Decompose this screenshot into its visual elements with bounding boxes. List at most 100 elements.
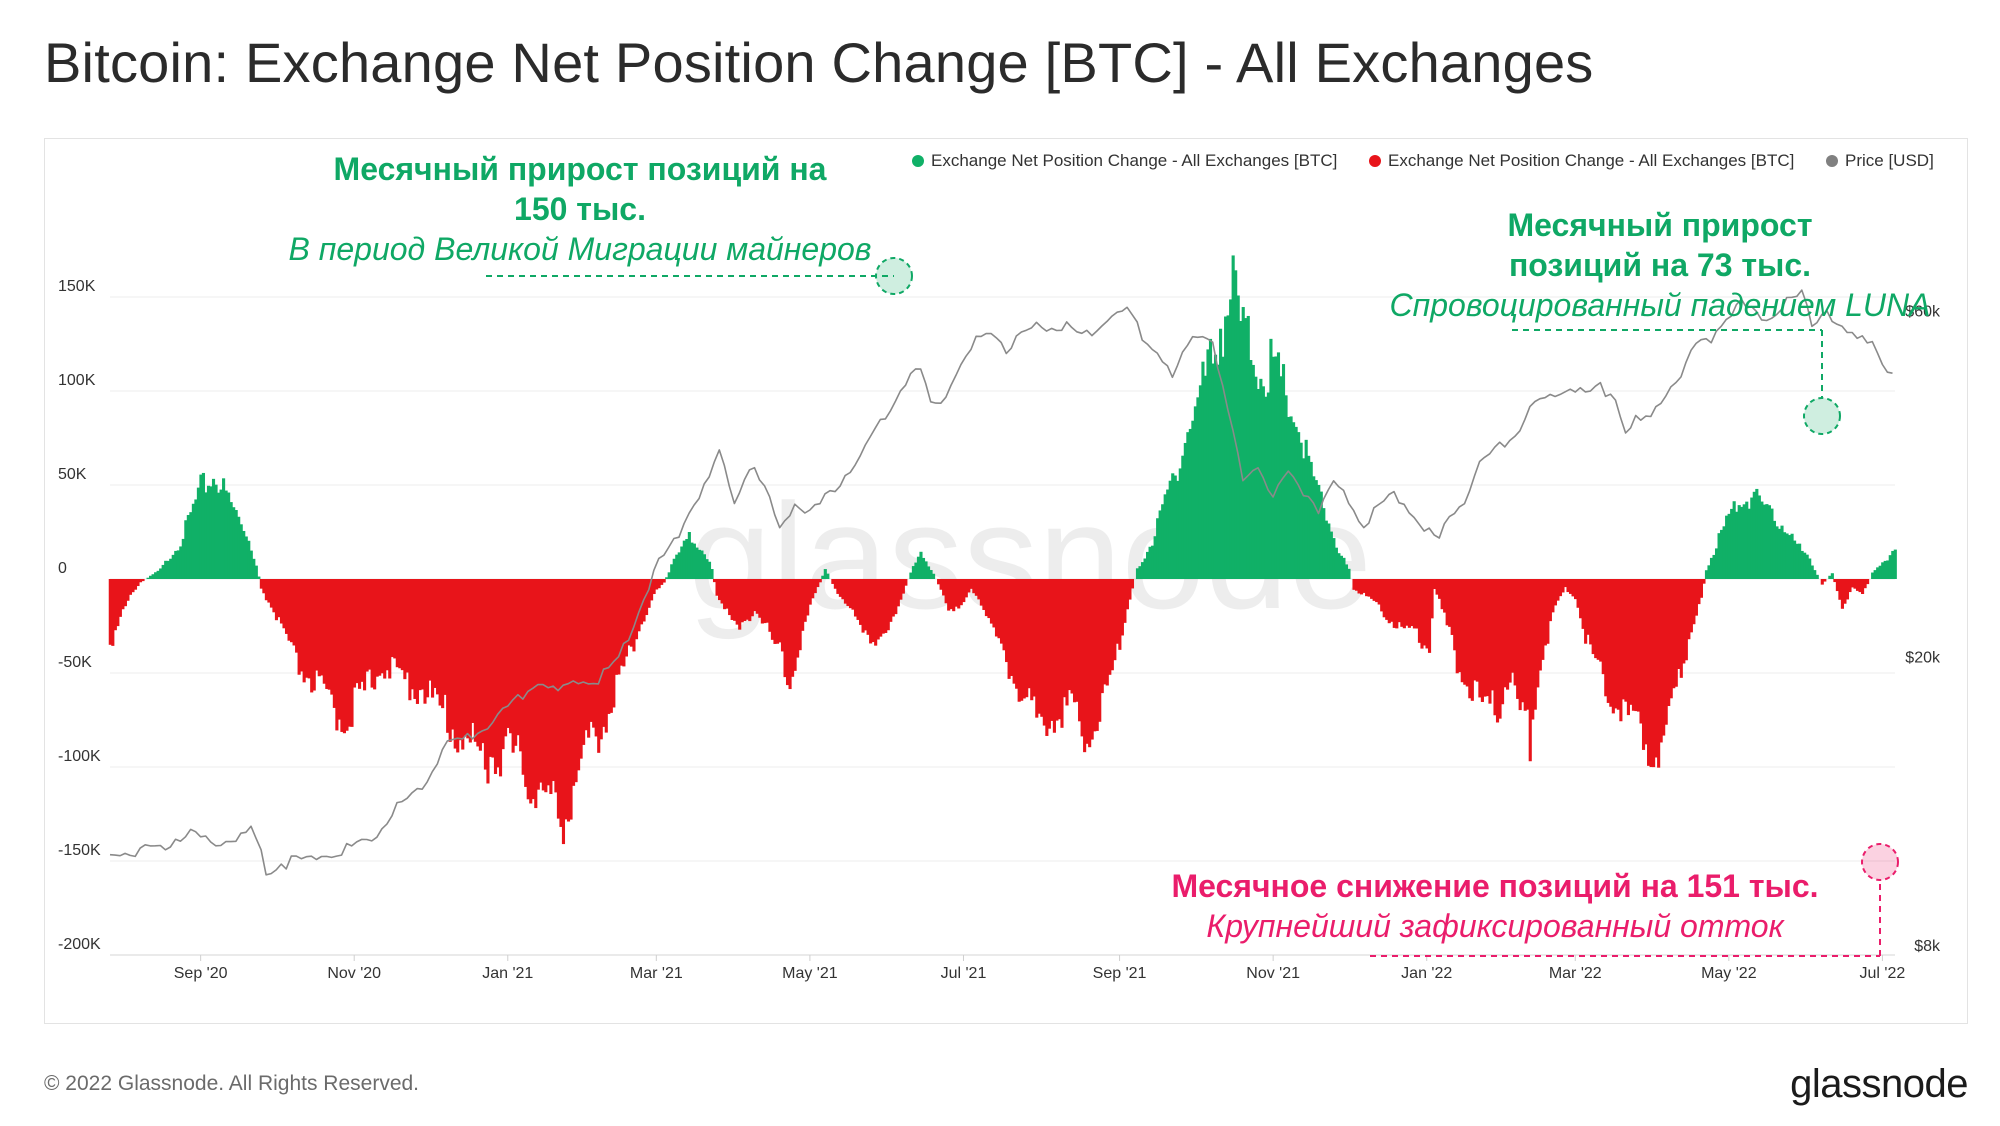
glassnode-logo[interactable]: glassnode (1790, 1062, 1968, 1106)
legend-item-positive[interactable]: Exchange Net Position Change - All Excha… (912, 151, 1337, 171)
inflow-bar (1798, 543, 1802, 579)
legend-item-negative[interactable]: Exchange Net Position Change - All Excha… (1369, 151, 1794, 171)
inflow-bar (209, 486, 213, 579)
outflow-bar (1062, 579, 1067, 698)
outflow-bar (141, 579, 145, 582)
inflow-bar (1307, 455, 1311, 579)
outflow-bar (335, 579, 339, 731)
inflow-bar (1803, 552, 1807, 579)
outflow-bar (133, 579, 138, 590)
inflow-bar (1181, 455, 1185, 579)
outflow-bar (1848, 579, 1852, 593)
inflow-bar (1793, 540, 1797, 579)
inflow-bar (227, 492, 231, 579)
outflow-bar (451, 579, 455, 730)
inflow-bar (692, 543, 696, 579)
outflow-bar (302, 579, 306, 683)
outflow-bar (1370, 579, 1374, 599)
outflow-bar (1629, 579, 1633, 705)
inflow-bar (932, 573, 936, 579)
outflow-bar (410, 579, 414, 690)
inflow-bar (1221, 356, 1225, 579)
outflow-bar (818, 579, 822, 583)
outflow-bar (1460, 579, 1464, 683)
outflow-bar (1035, 579, 1039, 718)
outflow-bar (801, 579, 805, 631)
outflow-bar (466, 579, 470, 739)
inflow-bar (826, 573, 830, 579)
outflow-bar (1621, 579, 1625, 700)
outflow-bar (967, 579, 971, 593)
outflow-bar (524, 579, 528, 787)
outflow-bar (758, 579, 762, 618)
outflow-bar (1010, 579, 1014, 676)
outflow-bar (612, 579, 616, 708)
outflow-bar (357, 579, 362, 689)
legend-label: Exchange Net Position Change - All Excha… (931, 151, 1338, 170)
outflow-bar (1445, 579, 1449, 626)
inflow-bar (1795, 543, 1799, 579)
inflow-bar (1224, 316, 1228, 579)
inflow-bar (1274, 356, 1278, 579)
outflow-bar (607, 579, 611, 714)
outflow-bar (330, 579, 334, 695)
outflow-bar (1702, 579, 1706, 584)
x-tick-label: May '22 (1701, 965, 1757, 982)
outflow-bar (292, 579, 296, 646)
outflow-bar (529, 579, 533, 804)
outflow-bar (521, 579, 525, 775)
outflow-bar (441, 579, 445, 709)
outflow-bar (1475, 579, 1479, 682)
outflow-bar (740, 579, 744, 623)
outflow-bar (723, 579, 727, 610)
outflow-bar (1455, 579, 1459, 674)
outflow-bar (1866, 579, 1870, 585)
inflow-bar (1725, 515, 1729, 579)
outflow-bar (1352, 579, 1356, 590)
inflow-bar (1216, 364, 1220, 579)
inflow-bar (164, 560, 168, 579)
inflow-bar (1704, 570, 1709, 579)
marker-may21 (875, 257, 913, 295)
inflow-bar (1334, 547, 1338, 579)
outflow-bar (531, 579, 535, 800)
outflow-bar (1584, 579, 1588, 644)
copyright-footer: © 2022 Glassnode. All Rights Reserved. (44, 1072, 420, 1095)
outflow-bar (836, 579, 840, 594)
inflow-bar (179, 546, 183, 579)
outflow-bar (473, 579, 477, 742)
outflow-bar (300, 579, 304, 672)
outflow-bar (864, 579, 868, 631)
inflow-bar (1873, 570, 1877, 579)
inflow-bar (1289, 416, 1293, 579)
inflow-bar (1732, 501, 1736, 579)
outflow-bar (891, 579, 895, 617)
outflow-bar (597, 579, 601, 753)
outflow-bar (1105, 579, 1109, 686)
green-dot-icon (912, 155, 924, 167)
outflow-bar (1385, 579, 1389, 620)
inflow-bar (249, 550, 253, 579)
outflow-bar (577, 579, 581, 771)
outflow-bar (750, 579, 754, 617)
inflow-bar (1241, 307, 1245, 579)
outflow-bar (1528, 579, 1532, 762)
inflow-bar (695, 547, 699, 579)
outflow-bar (745, 579, 749, 620)
outflow-bar (1365, 579, 1369, 597)
annotation-may21-sub: В период Великой Миграции майнеров (288, 231, 872, 267)
outflow-bar (1855, 579, 1860, 591)
outflow-bar (350, 579, 354, 727)
outflow-bar (624, 579, 628, 657)
annotation-jun22-sub: Спровоцированный падением LUNA (1389, 287, 1931, 323)
bars-layer (108, 255, 1897, 845)
legend-item-price[interactable]: Price [USD] (1826, 151, 1934, 171)
outflow-bar (264, 579, 268, 601)
outflow-bar (1692, 579, 1696, 625)
outflow-bar (1631, 579, 1636, 711)
outflow-bar (1616, 579, 1620, 710)
outflow-bar (1078, 579, 1082, 722)
outflow-bar (791, 579, 795, 677)
inflow-bar (171, 554, 175, 579)
